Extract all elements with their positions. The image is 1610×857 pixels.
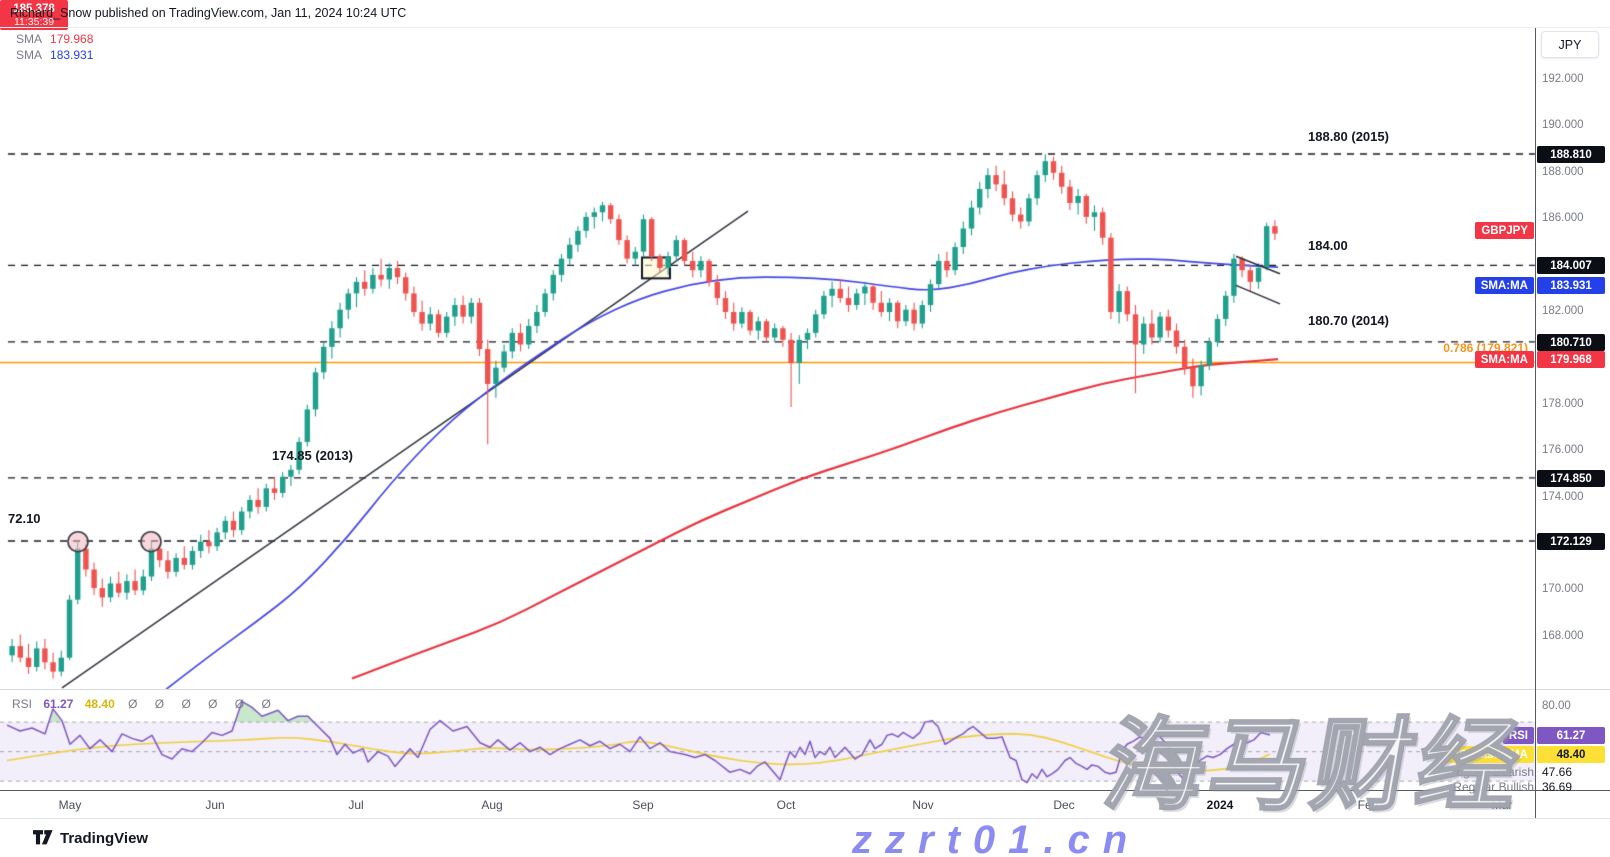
sma-fast-axis-label: 183.931 bbox=[1537, 277, 1605, 294]
last-price-time: 11:35:39 bbox=[13, 16, 55, 28]
rsi-value-label: 61.27 bbox=[1537, 727, 1605, 744]
sma-fast-value: 183.931 bbox=[50, 48, 94, 62]
month-label: Aug bbox=[481, 798, 503, 812]
month-label: Dec bbox=[1053, 798, 1075, 812]
tradingview-logo[interactable]: TradingView bbox=[33, 830, 148, 847]
price-tick: 186.000 bbox=[1542, 212, 1584, 225]
sma-fast-label: SMA bbox=[16, 48, 43, 62]
legend-sma-slow[interactable]: SMA 179.968 bbox=[16, 32, 93, 46]
sma-fast-tag: SMA:MA bbox=[1474, 277, 1534, 294]
title-divider bbox=[0, 27, 1610, 28]
price-tick: 182.000 bbox=[1542, 305, 1584, 317]
axis-bottom-border bbox=[0, 818, 1610, 819]
regular-bearish-value: 47.66 bbox=[1542, 765, 1573, 779]
price-axis-line bbox=[1535, 28, 1536, 818]
level-label-2015: 188.80 (2015) bbox=[1308, 129, 1389, 144]
month-label: Jun bbox=[205, 798, 225, 812]
rsi-tag: RSI bbox=[1502, 727, 1534, 744]
price-tick: 188.000 bbox=[1542, 165, 1584, 178]
rsi-ma-tag: RSI-based MA bbox=[1444, 746, 1534, 763]
level-label-2013: 174.85 (2013) bbox=[272, 448, 353, 463]
price-tick: 178.000 bbox=[1542, 397, 1584, 410]
symbol-tag: GBPJPY bbox=[1475, 222, 1534, 239]
price-level-label: 180.710 bbox=[1537, 334, 1605, 351]
rsi-pane-divider[interactable] bbox=[0, 689, 1610, 690]
regular-bearish-label: Regular Bearish bbox=[1447, 765, 1534, 779]
sma-slow-tag: SMA:MA bbox=[1474, 351, 1534, 368]
level-label-7210: 72.10 bbox=[8, 511, 41, 526]
level-label-184: 184.00 bbox=[1308, 238, 1348, 253]
rsi-ma-value-label: 48.40 bbox=[1537, 746, 1605, 763]
sma-slow-label: SMA bbox=[16, 32, 43, 46]
price-tick: 170.000 bbox=[1542, 583, 1584, 596]
price-tick: 174.000 bbox=[1542, 490, 1584, 503]
month-label: Sep bbox=[632, 798, 654, 812]
month-label: 2024 bbox=[1206, 798, 1234, 812]
currency-button[interactable]: JPY bbox=[1541, 31, 1599, 58]
rsi-header-value: 61.27 bbox=[43, 697, 74, 711]
time-axis-line bbox=[0, 790, 1610, 791]
tradingview-logo-text: TradingView bbox=[60, 830, 149, 847]
month-label: Mar bbox=[1491, 798, 1513, 812]
price-tick: 176.000 bbox=[1542, 444, 1584, 457]
publish-title: Richard_Snow published on TradingView.co… bbox=[10, 6, 407, 20]
rsi-indicator-header[interactable]: RSI 61.27 48.40 Ø Ø Ø Ø Ø Ø bbox=[12, 697, 278, 711]
price-level-label: 184.007 bbox=[1537, 257, 1605, 274]
price-tick: 192.000 bbox=[1542, 73, 1584, 85]
month-label: Nov bbox=[912, 798, 934, 812]
rsi-tick: 80.00 bbox=[1542, 700, 1571, 713]
level-label-2014: 180.70 (2014) bbox=[1308, 313, 1389, 328]
price-level-label: 174.850 bbox=[1537, 470, 1605, 487]
rsi-ma-header-value: 48.40 bbox=[84, 697, 115, 711]
regular-bullish-value: 36.69 bbox=[1542, 780, 1573, 794]
price-level-label: 172.129 bbox=[1537, 533, 1605, 550]
price-tick: 190.000 bbox=[1542, 119, 1584, 132]
sma-slow-axis-label: 179.968 bbox=[1537, 351, 1605, 368]
rsi-empty-slots: Ø Ø Ø Ø Ø Ø bbox=[128, 697, 278, 711]
price-tick: 168.000 bbox=[1542, 629, 1584, 642]
price-level-label: 188.810 bbox=[1537, 146, 1605, 163]
regular-bullish-label: Regular Bullish bbox=[1453, 780, 1534, 794]
month-label: May bbox=[58, 798, 82, 812]
month-label: Feb bbox=[1357, 798, 1379, 812]
sma-slow-value: 179.968 bbox=[50, 32, 94, 46]
month-label: Oct bbox=[776, 798, 796, 812]
watermark-url: zzrt01.cn bbox=[852, 818, 1141, 857]
month-label: Jul bbox=[348, 798, 364, 812]
tradingview-logo-icon bbox=[33, 830, 53, 845]
legend-sma-fast[interactable]: SMA 183.931 bbox=[16, 48, 93, 62]
rsi-name: RSI bbox=[12, 697, 33, 711]
watermark-chinese: 海马财经 bbox=[1095, 709, 1533, 824]
